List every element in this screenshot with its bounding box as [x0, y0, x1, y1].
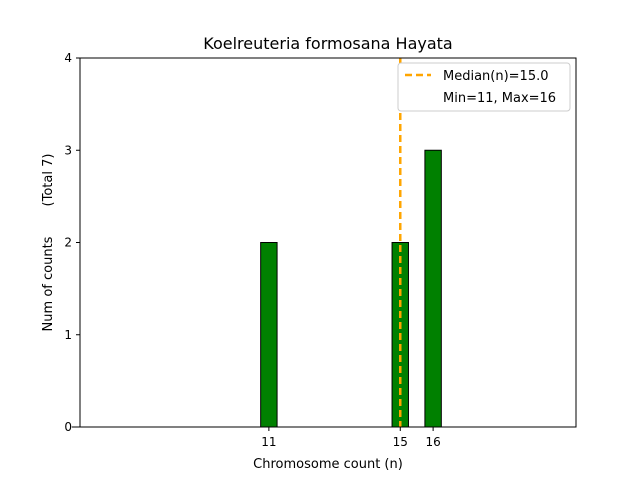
y-axis-ticks: 0 1 2 3 4: [64, 51, 80, 434]
y-tick-label: 1: [64, 328, 72, 342]
x-axis-ticks: 11 15 16: [261, 427, 441, 449]
plot-area: [80, 58, 576, 427]
x-tick-label: 16: [425, 435, 440, 449]
legend: Median(n)=15.0 Min=11, Max=16: [397, 62, 571, 112]
y-axis-label: Num of counts: [41, 236, 56, 331]
x-tick-label: 15: [393, 435, 408, 449]
x-tick-label: 11: [261, 435, 276, 449]
legend-minmax-label: Min=11, Max=16: [443, 91, 556, 106]
y-tick-label: 2: [64, 236, 72, 250]
bar-11: [260, 242, 278, 428]
bar-16: [424, 149, 442, 428]
x-axis-label: Chromosome count (n): [253, 457, 403, 472]
y-tick-label: 4: [64, 51, 72, 65]
chart-title: Koelreuteria formosana Hayata: [203, 34, 452, 53]
legend-box: [397, 62, 571, 112]
y-tick-label: 3: [64, 143, 72, 157]
legend-median-label: Median(n)=15.0: [443, 69, 549, 84]
y-tick-label: 0: [64, 420, 72, 434]
y-axis-total-label: (Total 7): [41, 154, 56, 207]
